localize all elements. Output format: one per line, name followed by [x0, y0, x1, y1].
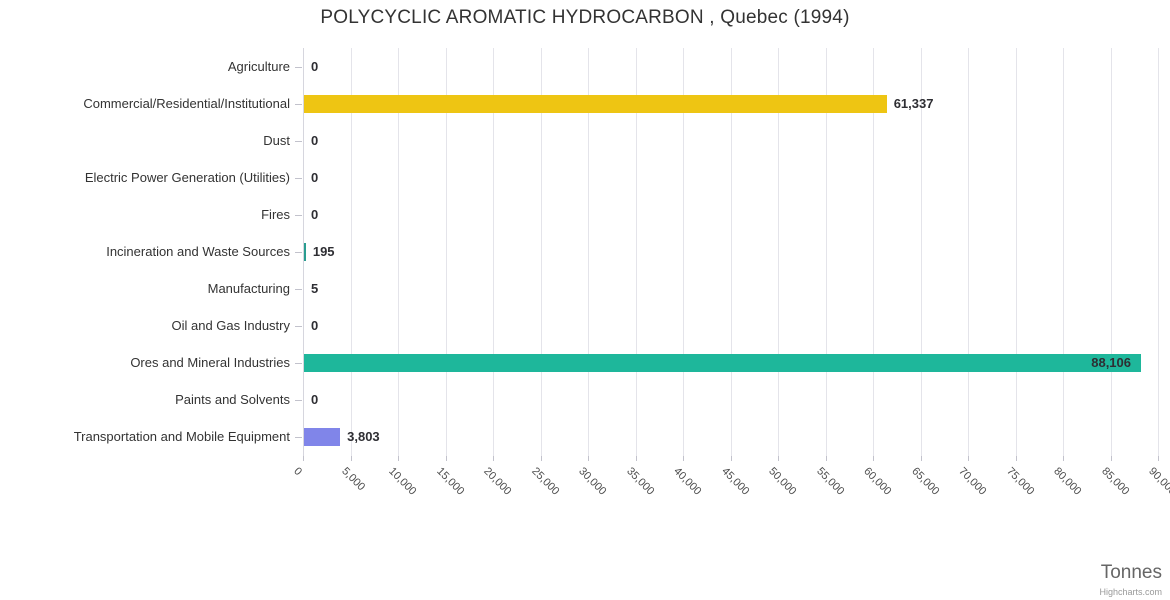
x-axis-tick-label: 70,000 — [956, 465, 989, 498]
x-axis-tick-label: 25,000 — [528, 465, 562, 498]
gridline — [588, 48, 589, 456]
bar-value-label: 61,337 — [893, 95, 934, 111]
category-axis-tick — [295, 103, 302, 105]
x-axis-tick — [1158, 456, 1159, 461]
gridline — [635, 48, 637, 456]
x-axis-tick — [398, 456, 399, 461]
category-label: Incineration and Waste Sources — [106, 244, 290, 259]
gridline — [398, 48, 399, 456]
bar[interactable] — [304, 354, 1141, 373]
category-label: Dust — [263, 132, 290, 148]
bar-value-label: 88,106 — [1091, 355, 1131, 371]
gridline — [778, 48, 779, 456]
gridline — [968, 48, 969, 456]
category-axis-tick — [295, 326, 302, 328]
bar[interactable] — [304, 243, 306, 261]
x-axis-tick-label: 10,000 — [386, 465, 419, 498]
chart-title: POLYCYCLIC AROMATIC HYDROCARBON , Quebec… — [320, 7, 850, 28]
category-label: Commercial/Residential/Institutional — [83, 95, 290, 111]
x-axis-tick-label: 5,000 — [338, 465, 367, 494]
gridline — [1110, 48, 1112, 456]
category-axis-tick — [295, 437, 302, 439]
bar-value-label: 0 — [311, 58, 319, 74]
gridline — [445, 48, 447, 456]
gridline — [1015, 48, 1017, 456]
x-axis-tick — [825, 456, 827, 461]
x-axis-tick — [873, 456, 874, 461]
category-label: Ores and Mineral Industries — [130, 355, 290, 371]
category-label: Paints and Solvents — [175, 392, 290, 408]
category-axis-tick — [295, 400, 302, 402]
gridline — [493, 48, 494, 456]
x-axis-tick-label: 40,000 — [671, 465, 704, 498]
category-axis-tick — [295, 252, 302, 253]
x-axis-tick — [588, 456, 589, 461]
category-label: Transportation and Mobile Equipment — [73, 429, 290, 445]
x-axis-tick-label: 75,000 — [1003, 465, 1037, 498]
bar[interactable] — [304, 428, 340, 447]
category-axis-tick — [295, 140, 302, 142]
x-axis-tick-label: 55,000 — [813, 465, 847, 498]
category-axis-tick — [295, 363, 302, 365]
bar-value-label: 5 — [311, 281, 319, 297]
bar-value-label: 0 — [311, 132, 319, 148]
category-axis-tick — [295, 177, 302, 179]
x-axis-tick-label: 15,000 — [433, 465, 467, 498]
highcharts-credit-link[interactable]: Highcharts.com — [1099, 587, 1162, 597]
bar-value-label: 0 — [311, 169, 319, 185]
gridline — [920, 48, 922, 456]
x-axis-tick — [1015, 456, 1017, 461]
category-label: Oil and Gas Industry — [171, 318, 291, 334]
x-axis-tick-label: 45,000 — [718, 465, 752, 498]
x-axis-tick-label: 50,000 — [766, 465, 799, 498]
gridline — [540, 48, 542, 456]
x-axis-tick-label: 0 — [291, 465, 305, 479]
category-axis-tick — [295, 66, 302, 68]
x-axis-tick — [1063, 456, 1064, 461]
bar-value-label: 0 — [311, 318, 319, 334]
gridline — [1063, 48, 1064, 456]
x-axis-tick — [1110, 456, 1112, 461]
x-axis-tick-label: 85,000 — [1098, 465, 1132, 498]
x-axis-tick-label: 90,000 — [1146, 465, 1170, 498]
bar-value-label: 3,803 — [347, 429, 380, 445]
x-axis-tick-label: 65,000 — [908, 465, 942, 498]
x-axis-tick — [350, 456, 352, 461]
x-axis-tick-label: 30,000 — [576, 465, 609, 498]
x-axis-tick-label: 80,000 — [1051, 465, 1084, 498]
category-label: Agriculture — [227, 58, 290, 74]
x-axis-tick-label: 35,000 — [623, 465, 657, 498]
x-axis-tick — [778, 456, 779, 461]
bar-value-label: 0 — [311, 392, 319, 408]
x-axis-tick — [493, 456, 494, 461]
gridline — [873, 48, 874, 456]
bar[interactable] — [304, 94, 887, 113]
category-axis-tick — [295, 289, 302, 291]
gridline — [683, 48, 684, 456]
bar-value-label: 195 — [312, 244, 335, 259]
x-axis-tick — [968, 456, 969, 461]
x-axis-tick — [683, 456, 684, 461]
category-label: Manufacturing — [207, 281, 290, 297]
x-axis-tick-label: 60,000 — [861, 465, 894, 498]
category-axis-line — [303, 48, 304, 456]
x-axis-tick — [920, 456, 922, 461]
bar-value-label: 0 — [311, 206, 319, 222]
x-axis-tick — [635, 456, 637, 461]
category-label: Electric Power Generation (Utilities) — [84, 169, 290, 185]
x-axis-tick — [730, 456, 732, 461]
gridline — [730, 48, 732, 456]
category-label: Fires — [261, 206, 290, 222]
x-axis-tick — [540, 456, 542, 461]
x-axis-tick — [303, 456, 304, 461]
gridline — [350, 48, 352, 456]
x-axis-tick — [445, 456, 447, 461]
gridline — [825, 48, 827, 456]
x-axis-title: Tonnes — [1100, 562, 1162, 583]
x-axis-tick-label: 20,000 — [481, 465, 514, 498]
gridline — [1158, 48, 1159, 456]
category-axis-tick — [295, 214, 302, 216]
